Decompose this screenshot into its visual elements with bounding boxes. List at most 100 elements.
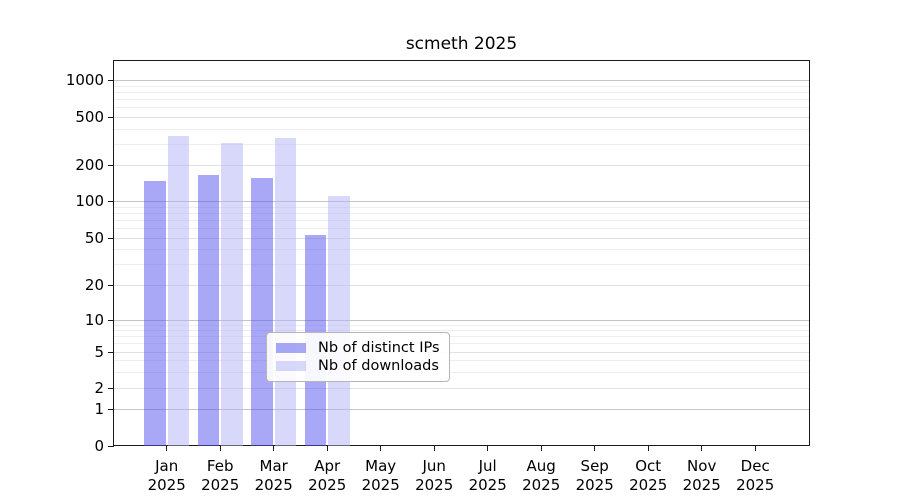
x-tick-mark <box>326 445 328 451</box>
x-tick-mark <box>219 445 221 451</box>
y-tick-label: 50 <box>84 229 104 247</box>
bar-downloads <box>221 143 243 446</box>
gridline <box>114 388 809 389</box>
x-tick-mark <box>754 445 756 451</box>
legend-item-distinct-ips: Nb of distinct IPs <box>276 339 440 356</box>
x-tick-mark <box>380 445 382 451</box>
gridline <box>114 107 809 109</box>
y-tick-label: 10 <box>84 311 104 329</box>
x-tick-year: 2025 <box>736 476 775 494</box>
x-tick-mark <box>166 445 168 451</box>
bar-distinct-ips <box>251 178 273 446</box>
y-tick-label: 200 <box>75 156 104 174</box>
legend-label-downloads: Nb of downloads <box>318 357 439 374</box>
gridline <box>114 351 809 353</box>
x-tick-label: Dec 2025 <box>723 457 787 495</box>
x-tick-year: 2025 <box>201 476 240 494</box>
x-tick-mark <box>273 445 275 451</box>
x-tick-month: Feb <box>206 457 234 475</box>
gridline <box>114 285 809 286</box>
x-tick-label: May 2025 <box>349 457 413 495</box>
gridline-major <box>114 201 809 202</box>
y-tick-mark <box>108 388 114 389</box>
gridline <box>114 99 809 101</box>
x-tick-year: 2025 <box>147 476 186 494</box>
gridline <box>114 336 809 338</box>
x-tick-mark <box>647 445 649 451</box>
y-tick-mark <box>108 201 114 202</box>
y-tick-label: 1 <box>94 399 104 418</box>
x-tick-label: Mar 2025 <box>242 457 306 495</box>
x-tick-mark <box>594 445 596 451</box>
x-tick-mark <box>540 445 542 451</box>
x-tick-mark <box>487 445 489 451</box>
gridline <box>114 228 809 230</box>
x-tick-mark <box>433 445 435 451</box>
y-tick-mark <box>108 285 114 286</box>
x-tick-label: Feb 2025 <box>188 457 252 495</box>
y-tick-mark <box>108 238 114 239</box>
bar-downloads <box>328 195 350 446</box>
x-tick-label: Sep 2025 <box>563 457 627 495</box>
x-tick-label: Jul 2025 <box>456 457 520 495</box>
y-tick-label: 2 <box>94 379 104 397</box>
y-tick-label: 0 <box>94 437 104 455</box>
x-tick-year: 2025 <box>308 476 347 494</box>
x-tick-year: 2025 <box>468 476 507 494</box>
gridline <box>114 238 809 239</box>
plot-area: 0 1 2 5 10 20 50 100 200 500 1000 Jan 2025 Feb 2025 Mar… <box>66 60 810 494</box>
x-tick-year: 2025 <box>629 476 668 494</box>
x-tick-year: 2025 <box>682 476 721 494</box>
x-tick-year: 2025 <box>361 476 400 494</box>
gridline <box>114 360 809 362</box>
x-tick-month: Mar <box>259 457 288 475</box>
gridline <box>114 220 809 222</box>
x-tick-year: 2025 <box>254 476 293 494</box>
gridline <box>114 249 809 251</box>
gridline <box>114 324 809 326</box>
gridline <box>114 371 809 373</box>
bar-distinct-ips <box>144 181 166 446</box>
x-tick-month: Sep <box>580 457 609 475</box>
y-tick-mark <box>108 351 114 353</box>
legend-swatch-distinct-ips <box>276 342 306 353</box>
legend-swatch-downloads <box>276 360 306 371</box>
gridline <box>114 143 809 145</box>
gridline <box>114 85 809 87</box>
gridline-major <box>114 320 809 321</box>
x-tick-month: Aug <box>526 457 556 475</box>
y-tick-mark <box>108 165 114 166</box>
x-tick-month: Nov <box>687 457 717 475</box>
x-tick-mark <box>701 445 703 451</box>
gridline-major <box>114 80 809 81</box>
gridline <box>114 330 809 332</box>
gridline <box>114 343 809 345</box>
x-tick-label: Jun 2025 <box>402 457 466 495</box>
y-tick-label: 1000 <box>65 71 104 89</box>
gridline <box>114 212 809 214</box>
x-tick-month: Jul <box>478 457 497 475</box>
x-tick-year: 2025 <box>415 476 454 494</box>
gridline <box>114 165 809 166</box>
y-tick-mark <box>108 446 114 447</box>
y-tick-mark <box>108 117 114 118</box>
x-tick-label: Aug 2025 <box>509 457 573 495</box>
x-tick-month: May <box>365 457 397 475</box>
x-tick-month: Apr <box>314 457 341 475</box>
y-tick-mark <box>108 80 114 81</box>
y-tick-mark <box>108 320 114 321</box>
x-tick-label: Oct 2025 <box>616 457 680 495</box>
legend: Nb of distinct IPs Nb of downloads <box>266 332 450 382</box>
bar-distinct-ips <box>197 174 220 446</box>
x-tick-label: Nov 2025 <box>670 457 734 495</box>
x-tick-month: Dec <box>740 457 770 475</box>
y-tick-label: 100 <box>75 192 104 210</box>
x-tick-year: 2025 <box>575 476 614 494</box>
gridline-major <box>114 408 809 410</box>
gridline <box>114 117 809 118</box>
x-tick-month: Jun <box>422 457 446 475</box>
y-tick-label: 20 <box>84 276 104 294</box>
y-tick-mark <box>108 408 114 410</box>
y-tick-label: 500 <box>75 108 104 126</box>
